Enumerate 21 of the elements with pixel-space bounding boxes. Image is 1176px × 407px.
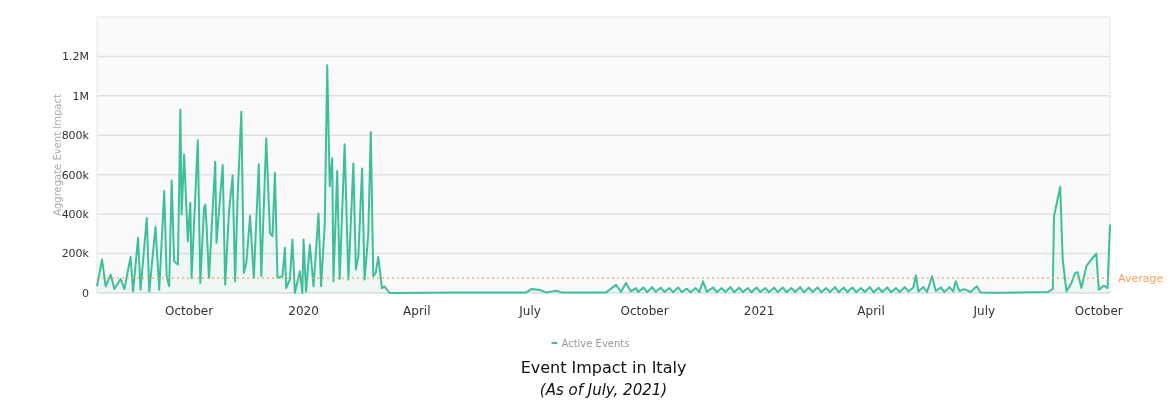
x-tick-label: July — [518, 304, 541, 318]
x-tick-label: 2021 — [743, 304, 775, 318]
y-axis-title: Aggregate Event Impact — [52, 94, 63, 216]
x-tick-label: October — [620, 304, 669, 318]
text: Event Impact in Italy — [520, 358, 687, 377]
x-tick-label: April — [857, 304, 885, 318]
y-tick-label: 1.2M — [62, 50, 89, 64]
legend-label: Active Events — [561, 337, 630, 349]
x-tick-label: April — [403, 304, 431, 318]
y-tick-label: 800k — [61, 129, 90, 143]
ref-line-label: Average — [1118, 272, 1164, 286]
x-tick-label: 2020 — [288, 304, 319, 318]
y-tick-label: 0 — [82, 286, 89, 300]
x-tick-label: October — [1074, 304, 1123, 318]
x-tick-label: July — [972, 304, 996, 318]
y-tick-label: 600k — [61, 168, 90, 182]
y-tick-label: 400k — [61, 207, 90, 221]
x-tick-label: October — [165, 304, 214, 318]
y-tick-label: 1M — [72, 89, 89, 103]
y-tick-label: 200k — [61, 247, 90, 261]
text: (As of July, 2021) — [539, 381, 668, 399]
